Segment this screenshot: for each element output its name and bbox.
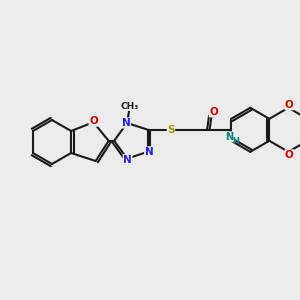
Text: N: N: [145, 147, 153, 157]
Text: N: N: [123, 154, 132, 165]
Text: O: O: [285, 100, 294, 110]
Text: N: N: [122, 118, 130, 128]
Text: S: S: [167, 125, 175, 135]
Text: O: O: [285, 150, 294, 160]
Text: H: H: [232, 137, 239, 146]
Text: CH₃: CH₃: [121, 101, 139, 110]
Text: O: O: [89, 116, 98, 126]
Text: O: O: [209, 107, 218, 117]
Text: N: N: [225, 132, 233, 142]
